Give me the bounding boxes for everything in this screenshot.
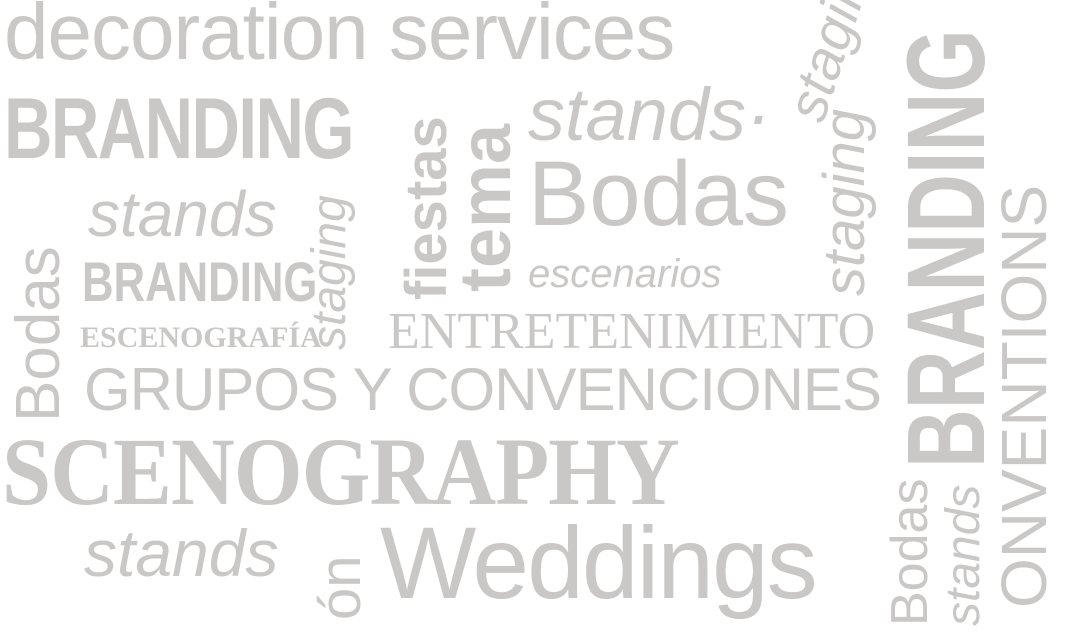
word-escenarios: escenarios bbox=[528, 252, 722, 296]
word-stands-middle: stands bbox=[88, 178, 277, 250]
word-grupos-y-convenciones: GRUPOS Y CONVENCIONES bbox=[84, 356, 882, 423]
word-staging-vertical-left: staging bbox=[303, 195, 356, 350]
word-stands-bottom: stands bbox=[84, 516, 279, 590]
word-staging-vertical-right: staging bbox=[812, 108, 877, 296]
word-stands-top: stands· bbox=[528, 73, 771, 156]
word-branding-vertical: BRANDING bbox=[885, 29, 1008, 469]
word-bodas-vertical-right: Bodas bbox=[881, 478, 939, 626]
word-escenografia: ESCENOGRAFÍA bbox=[80, 321, 322, 354]
word-entretenimiento: ENTRETENIMIENTO bbox=[388, 303, 876, 360]
word-scenography: SCENOGRAPHY bbox=[2, 418, 680, 525]
word-weddings: Weddings bbox=[380, 506, 818, 620]
word-conventions-vertical: ONVENTIONS bbox=[988, 184, 1060, 608]
word-bodas-center: Bodas bbox=[528, 143, 789, 245]
word-stands-vertical-right: stands bbox=[937, 484, 990, 626]
word-tema-vertical: tema bbox=[446, 123, 526, 292]
word-bodas-vertical-left: Bodas bbox=[4, 246, 73, 422]
word-decoration-services: decoration services bbox=[4, 0, 675, 76]
word-on-fragment-vertical: ón bbox=[308, 555, 373, 620]
word-branding-large: BRANDING bbox=[4, 81, 355, 177]
word-branding-small: BRANDING bbox=[82, 250, 318, 313]
